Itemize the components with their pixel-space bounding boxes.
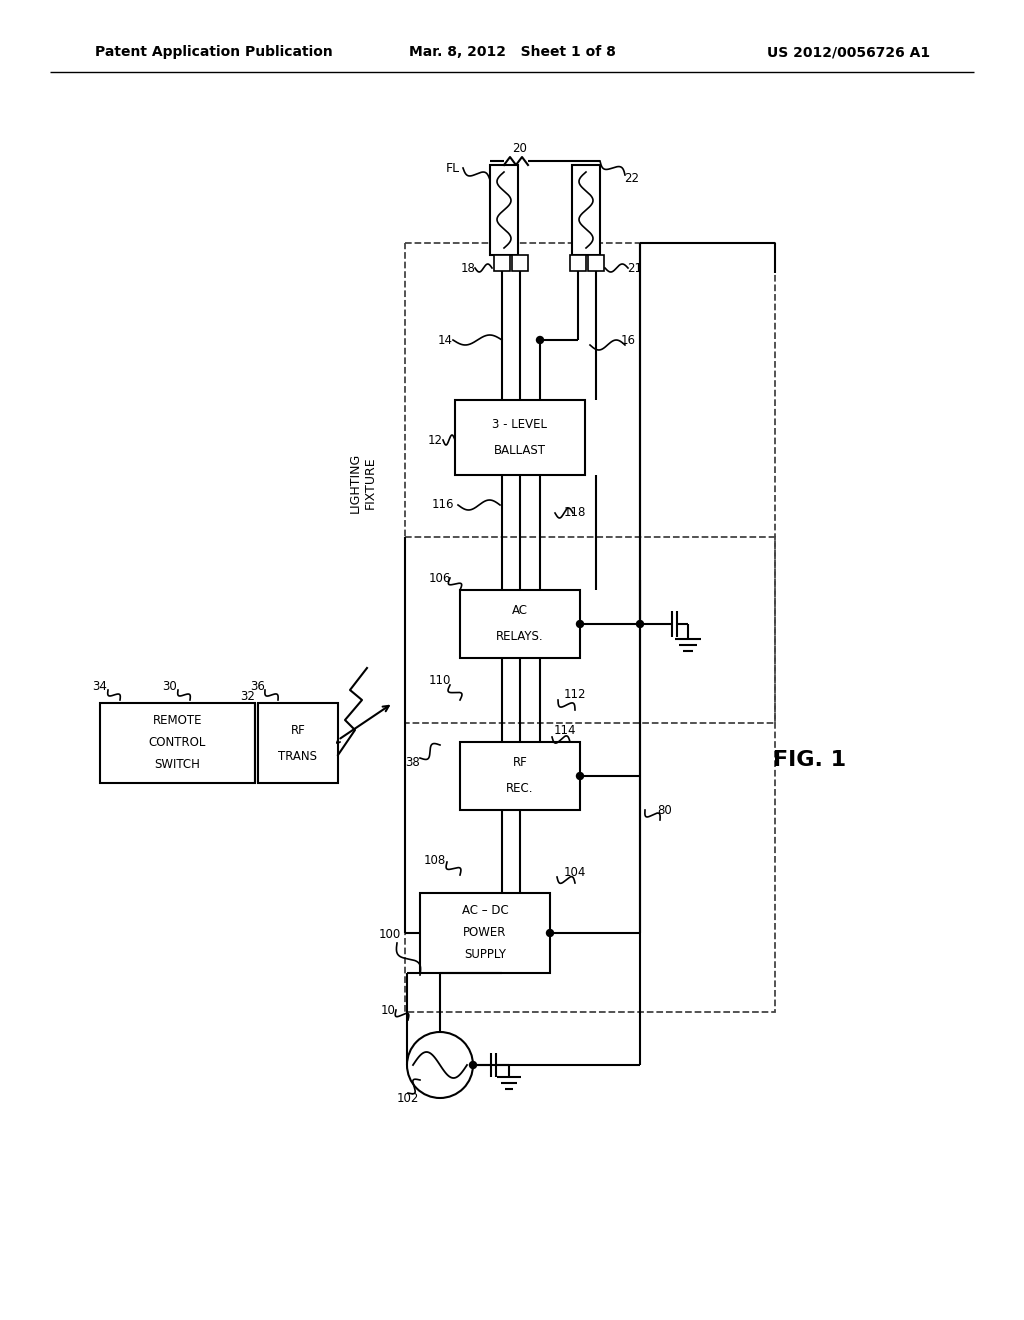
- Text: SUPPLY: SUPPLY: [464, 949, 506, 961]
- Text: REC.: REC.: [506, 783, 534, 796]
- Text: 102: 102: [397, 1092, 419, 1105]
- Circle shape: [469, 1061, 476, 1068]
- Text: 114: 114: [554, 723, 577, 737]
- Bar: [420, 894, 550, 973]
- Text: 38: 38: [406, 755, 421, 768]
- Text: 108: 108: [424, 854, 446, 866]
- Text: 12: 12: [427, 433, 442, 446]
- Text: CONTROL: CONTROL: [148, 737, 206, 750]
- Text: 20: 20: [513, 141, 527, 154]
- Text: 16: 16: [621, 334, 636, 346]
- Bar: [572, 165, 600, 255]
- Text: AC: AC: [512, 605, 528, 618]
- Text: FIG. 1: FIG. 1: [773, 750, 847, 770]
- Text: 36: 36: [251, 680, 265, 693]
- Bar: [570, 255, 586, 271]
- Text: LIGHTING
FIXTURE: LIGHTING FIXTURE: [349, 453, 377, 513]
- Text: US 2012/0056726 A1: US 2012/0056726 A1: [767, 45, 930, 59]
- Text: 112: 112: [564, 689, 587, 701]
- Bar: [406, 537, 775, 1012]
- Text: SWITCH: SWITCH: [155, 759, 201, 771]
- Bar: [406, 243, 775, 723]
- Text: BALLAST: BALLAST: [494, 444, 546, 457]
- Circle shape: [577, 620, 584, 627]
- Text: 110: 110: [429, 673, 452, 686]
- Text: 30: 30: [163, 680, 177, 693]
- Text: 104: 104: [564, 866, 586, 879]
- Text: Mar. 8, 2012   Sheet 1 of 8: Mar. 8, 2012 Sheet 1 of 8: [409, 45, 615, 59]
- Text: 18: 18: [461, 261, 475, 275]
- Text: Patent Application Publication: Patent Application Publication: [95, 45, 333, 59]
- Circle shape: [407, 1032, 473, 1098]
- Bar: [494, 255, 510, 271]
- Circle shape: [637, 620, 643, 627]
- Circle shape: [577, 772, 584, 780]
- Text: 10: 10: [381, 1003, 395, 1016]
- Text: 106: 106: [429, 572, 452, 585]
- Text: 80: 80: [657, 804, 673, 817]
- Text: 100: 100: [379, 928, 401, 941]
- Bar: [460, 590, 580, 657]
- Circle shape: [547, 929, 554, 936]
- Text: 3 - LEVEL: 3 - LEVEL: [493, 418, 548, 432]
- Bar: [588, 255, 604, 271]
- Text: 32: 32: [241, 689, 255, 702]
- Text: RF: RF: [291, 723, 305, 737]
- Text: 21: 21: [628, 261, 642, 275]
- Text: 14: 14: [437, 334, 453, 346]
- Text: 22: 22: [625, 173, 640, 186]
- Text: FL: FL: [445, 161, 460, 174]
- Text: RF: RF: [513, 756, 527, 770]
- Text: AC – DC: AC – DC: [462, 904, 508, 917]
- Bar: [258, 704, 338, 783]
- Text: 34: 34: [92, 680, 108, 693]
- Bar: [490, 165, 518, 255]
- Bar: [512, 255, 528, 271]
- Text: REMOTE: REMOTE: [153, 714, 203, 727]
- Bar: [455, 400, 585, 475]
- Text: 116: 116: [432, 499, 455, 511]
- Text: POWER: POWER: [463, 927, 507, 940]
- Text: TRANS: TRANS: [279, 750, 317, 763]
- Circle shape: [537, 337, 544, 343]
- Text: RELAYS.: RELAYS.: [497, 631, 544, 644]
- Bar: [460, 742, 580, 810]
- Text: 118: 118: [564, 507, 586, 520]
- Bar: [100, 704, 255, 783]
